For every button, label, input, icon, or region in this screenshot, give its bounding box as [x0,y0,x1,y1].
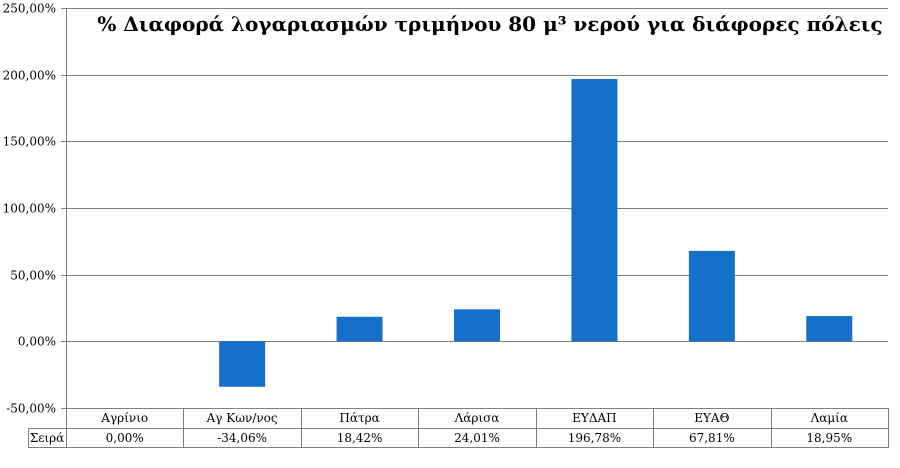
category-label: ΕΥΑΘ [694,411,729,425]
y-tick-label: 50,00% [10,269,56,283]
bar [688,250,735,342]
category-label: Λάρισα [454,411,500,425]
y-tick-label: 200,00% [3,69,56,83]
y-tick-label: -50,00% [6,402,56,416]
y-tick-label: 150,00% [3,135,56,149]
category-label: Αγ Κων/νος [206,411,278,425]
value-label: 0,00% [106,431,144,445]
y-tick-label: 0,00% [18,335,56,349]
category-label: ΕΥΔΑΠ [572,411,616,425]
value-label: 18,42% [337,431,383,445]
bars [219,78,853,387]
series-name-cell: Σειρά [30,431,65,445]
chart-title: % Διαφορά λογαριασμών τριμήνου 80 μ³ νερ… [97,12,882,36]
data-table: Σειρά Αγρίνιο 0,00% Αγ Κων/νος -34,06% Πάτρα 1… [28,408,889,448]
value-label: 196,78% [568,431,621,445]
bar [571,78,618,342]
category-label: Αγρίνιο [100,411,148,425]
bar [336,316,383,342]
value-label: 67,81% [689,431,735,445]
y-tick-label: 100,00% [3,202,56,216]
bar [219,341,266,387]
value-label: 24,01% [454,431,500,445]
grid-lines [66,8,888,409]
value-label: 18,95% [806,431,852,445]
value-label: -34,06% [217,431,267,445]
category-label: Πάτρα [339,411,379,425]
bar [806,316,853,342]
y-axis: -50,00% 0,00% 50,00% 100,00% 150,00% 200,00% 2… [3,2,67,448]
y-tick-label: 250,00% [3,2,56,16]
category-label: Λαμία [810,411,848,425]
bar [454,309,500,342]
